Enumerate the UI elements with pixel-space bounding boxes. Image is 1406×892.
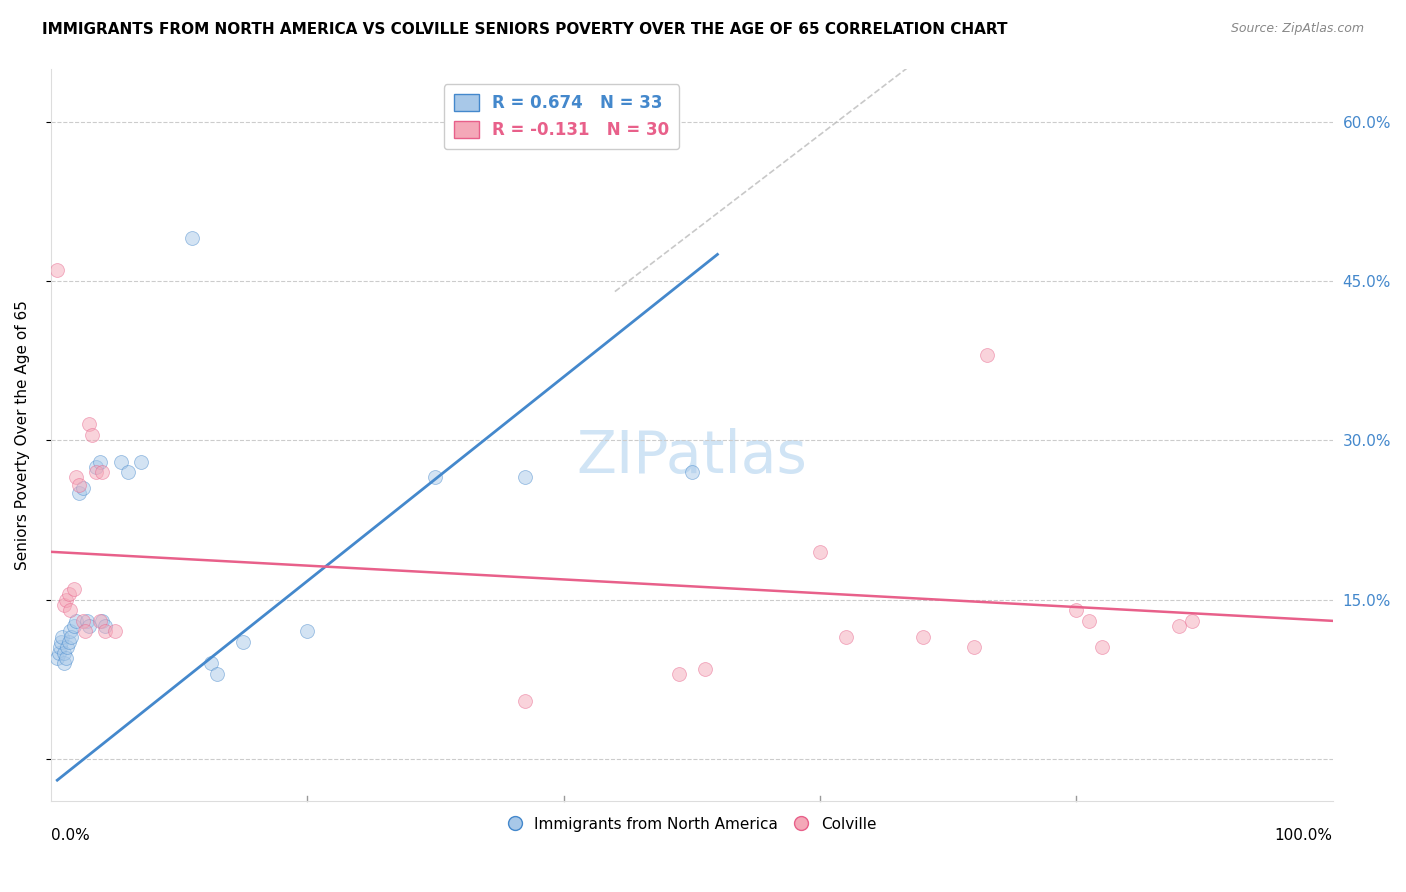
Point <box>72 614 94 628</box>
Point <box>79 619 101 633</box>
Legend: Immigrants from North America, Colville: Immigrants from North America, Colville <box>501 811 883 838</box>
Point <box>76 614 98 628</box>
Point <box>1078 614 1101 628</box>
Text: 100.0%: 100.0% <box>1275 828 1333 843</box>
Point <box>425 470 447 484</box>
Point <box>200 657 222 671</box>
Point <box>52 598 75 612</box>
Point <box>1168 619 1191 633</box>
Point <box>59 603 82 617</box>
Text: Source: ZipAtlas.com: Source: ZipAtlas.com <box>1230 22 1364 36</box>
Point <box>668 667 690 681</box>
Point <box>808 545 831 559</box>
Point <box>515 693 537 707</box>
Point <box>681 465 703 479</box>
Point <box>48 646 70 660</box>
Point <box>91 614 114 628</box>
Point <box>58 635 80 649</box>
Point <box>46 263 69 277</box>
Point <box>52 646 75 660</box>
Point <box>963 640 986 655</box>
Point <box>911 630 934 644</box>
Point <box>58 587 80 601</box>
Point <box>110 454 132 468</box>
Point <box>79 417 101 432</box>
Point <box>93 624 115 639</box>
Point <box>117 465 139 479</box>
Point <box>67 478 90 492</box>
Point <box>976 348 998 362</box>
Point <box>59 624 82 639</box>
Point <box>84 459 107 474</box>
Text: 0.0%: 0.0% <box>51 828 90 843</box>
Point <box>1181 614 1204 628</box>
Point <box>1091 640 1114 655</box>
Point <box>55 592 77 607</box>
Point <box>207 667 229 681</box>
Point <box>65 470 87 484</box>
Point <box>180 231 202 245</box>
Point <box>56 640 79 655</box>
Point <box>1066 603 1088 617</box>
Point <box>232 635 254 649</box>
Y-axis label: Seniors Poverty Over the Age of 65: Seniors Poverty Over the Age of 65 <box>15 300 30 570</box>
Point <box>46 651 69 665</box>
Point <box>693 662 716 676</box>
Point <box>89 454 111 468</box>
Point <box>93 619 115 633</box>
Text: IMMIGRANTS FROM NORTH AMERICA VS COLVILLE SENIORS POVERTY OVER THE AGE OF 65 COR: IMMIGRANTS FROM NORTH AMERICA VS COLVILL… <box>42 22 1008 37</box>
Point <box>49 640 72 655</box>
Point <box>84 465 107 479</box>
Point <box>65 614 87 628</box>
Point <box>75 624 97 639</box>
Point <box>104 624 127 639</box>
Point <box>63 582 86 596</box>
Point <box>297 624 319 639</box>
Point <box>60 630 83 644</box>
Point <box>89 614 111 628</box>
Point <box>72 481 94 495</box>
Point <box>63 619 86 633</box>
Text: ZIPatlas: ZIPatlas <box>576 428 807 485</box>
Point <box>67 486 90 500</box>
Point <box>52 657 75 671</box>
Point <box>515 470 537 484</box>
Point <box>51 630 73 644</box>
Point <box>55 651 77 665</box>
Point <box>91 465 114 479</box>
Point <box>834 630 856 644</box>
Point <box>129 454 152 468</box>
Point <box>80 428 103 442</box>
Point <box>49 635 72 649</box>
